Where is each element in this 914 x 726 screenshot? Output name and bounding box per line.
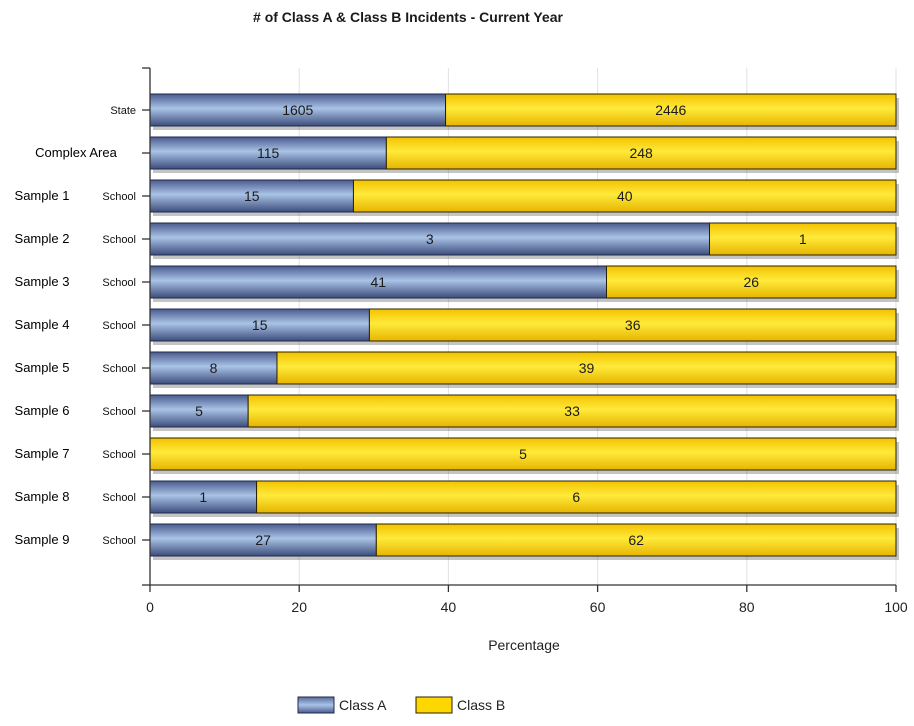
category-sublabel: School xyxy=(102,449,136,461)
bar-class-b xyxy=(276,351,897,385)
bar-class-b xyxy=(709,222,897,256)
bar-value-label: 27 xyxy=(255,532,271,548)
legend-label: Class A xyxy=(339,697,387,713)
category-label: Sample 6 xyxy=(15,403,70,418)
bar-class-a xyxy=(149,222,710,256)
bar-value-label: 62 xyxy=(628,532,644,548)
bar-value-label: 39 xyxy=(579,360,595,376)
bar-class-b xyxy=(247,394,897,428)
x-tick-label: 80 xyxy=(739,599,755,615)
category-label: Sample 9 xyxy=(15,532,70,547)
bar-class-a xyxy=(149,308,370,342)
category-sublabel: School xyxy=(102,363,136,375)
bar-value-label: 33 xyxy=(564,403,580,419)
bar-class-b xyxy=(368,308,897,342)
bar-value-label: 1 xyxy=(199,489,207,505)
category-sublabel: School xyxy=(102,234,136,246)
bar-class-b xyxy=(256,480,897,514)
legend-label: Class B xyxy=(457,697,505,713)
bar-value-label: 6 xyxy=(572,489,580,505)
bar-value-label: 8 xyxy=(210,360,218,376)
category-sublabel: School xyxy=(102,406,136,418)
legend: Class A Class B xyxy=(297,696,505,714)
bar-value-label: 15 xyxy=(252,317,268,333)
category-sublabel: School xyxy=(102,277,136,289)
bar-value-label: 248 xyxy=(629,145,653,161)
bar-value-label: 2446 xyxy=(655,102,686,118)
axes: State Complex Area Sample 1 School Sample 2 S… xyxy=(15,67,908,615)
bar-class-b xyxy=(445,93,897,127)
bar-class-b xyxy=(606,265,897,299)
bar-value-label: 36 xyxy=(625,317,641,333)
x-axis-label: Percentage xyxy=(488,637,560,653)
category-label: Sample 3 xyxy=(15,274,70,289)
bar-class-a xyxy=(149,394,249,428)
bar-value-label: 3 xyxy=(426,231,434,247)
category-label: Sample 2 xyxy=(15,231,70,246)
category-sublabel: School xyxy=(102,535,136,547)
x-tick-label: 60 xyxy=(590,599,606,615)
bar-class-a xyxy=(149,265,608,299)
x-tick-label: 100 xyxy=(884,599,908,615)
x-tick-label: 40 xyxy=(441,599,457,615)
bar-value-label: 1605 xyxy=(282,102,313,118)
bar-class-b xyxy=(385,136,897,170)
category-label: Sample 4 xyxy=(15,317,70,332)
bar-value-label: 40 xyxy=(617,188,633,204)
x-tick-label: 20 xyxy=(291,599,307,615)
bar-value-label: 5 xyxy=(519,446,527,462)
bar-value-label: 115 xyxy=(257,145,280,161)
bar-class-a xyxy=(149,351,278,385)
category-sublabel: School xyxy=(102,191,136,203)
category-label: Complex Area xyxy=(35,145,117,160)
category-label: Sample 1 xyxy=(15,188,70,203)
category-label: Sample 5 xyxy=(15,360,70,375)
legend-swatch xyxy=(415,696,453,714)
bar-value-label: 41 xyxy=(370,274,386,290)
category-sublabel: State xyxy=(110,105,136,117)
x-tick-label: 0 xyxy=(146,599,154,615)
chart-title: # of Class A & Class B Incidents - Curre… xyxy=(253,9,563,25)
category-label: Sample 8 xyxy=(15,489,70,504)
category-sublabel: School xyxy=(102,492,136,504)
bar-value-label: 26 xyxy=(743,274,759,290)
category-label: Sample 7 xyxy=(15,446,70,461)
bar-value-label: 15 xyxy=(244,188,260,204)
category-sublabel: School xyxy=(102,320,136,332)
bar-class-b xyxy=(375,523,897,557)
bar-class-b xyxy=(352,179,897,213)
legend-swatch xyxy=(297,696,335,714)
bar-value-label: 1 xyxy=(799,231,807,247)
bar-value-label: 5 xyxy=(195,403,203,419)
